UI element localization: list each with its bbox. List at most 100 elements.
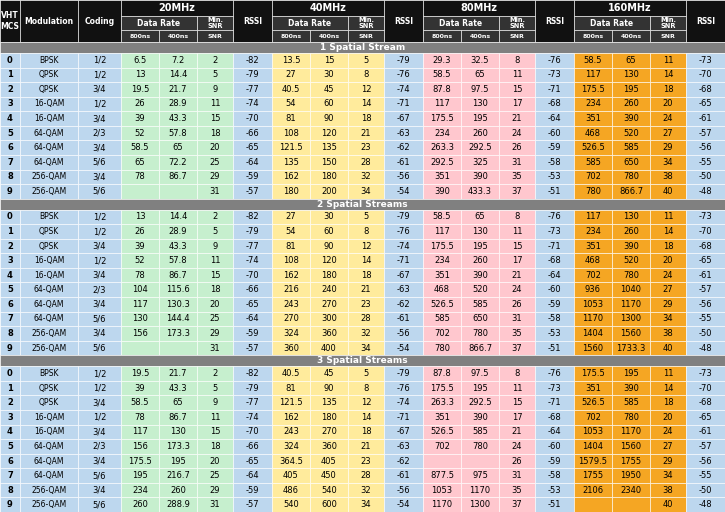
Bar	[121, 395, 159, 410]
Bar	[499, 326, 535, 341]
Text: 5: 5	[363, 369, 368, 378]
Text: 37: 37	[512, 344, 523, 353]
Bar	[159, 297, 197, 312]
Text: QPSK: QPSK	[39, 398, 59, 407]
Bar	[20, 169, 78, 184]
Text: 29: 29	[663, 143, 674, 152]
Text: 26: 26	[512, 143, 522, 152]
Text: 17: 17	[512, 99, 522, 109]
Text: 26: 26	[135, 99, 145, 109]
Text: -79: -79	[397, 212, 410, 222]
Bar	[121, 283, 159, 297]
Bar	[574, 395, 612, 410]
Text: 1053: 1053	[582, 300, 603, 309]
Text: 433.3: 433.3	[468, 187, 492, 196]
Bar	[348, 184, 384, 199]
Bar	[159, 268, 197, 283]
Text: 450: 450	[321, 471, 337, 480]
Text: -53: -53	[547, 329, 561, 338]
Text: Data Rate: Data Rate	[138, 18, 181, 28]
Text: -64: -64	[547, 271, 561, 280]
Text: 1404: 1404	[582, 442, 603, 451]
Bar	[233, 184, 272, 199]
Bar	[574, 155, 612, 169]
Text: 200: 200	[321, 187, 337, 196]
Bar	[197, 326, 233, 341]
Bar	[423, 239, 461, 253]
Bar	[78, 210, 121, 224]
Text: 216: 216	[283, 285, 299, 294]
Text: -66: -66	[246, 285, 260, 294]
Text: SNR: SNR	[207, 33, 223, 38]
Bar	[499, 210, 535, 224]
Bar	[197, 498, 233, 512]
Bar	[384, 326, 423, 341]
Text: 4: 4	[7, 428, 13, 436]
Text: 9: 9	[212, 85, 218, 94]
Text: 351: 351	[585, 383, 601, 393]
Text: 1170: 1170	[621, 300, 642, 309]
Text: 195: 195	[623, 85, 639, 94]
Text: 3/4: 3/4	[93, 114, 107, 123]
Text: 260: 260	[472, 129, 488, 138]
Text: 25: 25	[210, 314, 220, 324]
Bar	[348, 454, 384, 468]
Text: 29: 29	[663, 300, 674, 309]
Text: -68: -68	[699, 85, 713, 94]
Bar	[384, 239, 423, 253]
Text: -71: -71	[397, 99, 410, 109]
Text: 54: 54	[286, 227, 297, 236]
Bar	[535, 68, 574, 82]
Text: 78: 78	[135, 173, 146, 181]
Bar	[348, 253, 384, 268]
Bar	[348, 395, 384, 410]
Text: 121.5: 121.5	[279, 143, 303, 152]
Bar	[686, 155, 725, 169]
Bar	[159, 30, 197, 42]
Bar	[310, 498, 348, 512]
Bar	[0, 0, 20, 42]
Bar	[348, 53, 384, 68]
Bar	[78, 140, 121, 155]
Text: VHT
MCS: VHT MCS	[1, 11, 20, 31]
Bar	[384, 97, 423, 111]
Bar	[499, 312, 535, 326]
Text: 11: 11	[210, 413, 220, 422]
Bar	[612, 184, 650, 199]
Bar	[121, 483, 159, 498]
Bar	[233, 410, 272, 424]
Bar	[423, 16, 499, 30]
Bar	[20, 97, 78, 111]
Text: -74: -74	[397, 85, 410, 94]
Bar	[272, 184, 310, 199]
Bar	[197, 381, 233, 395]
Text: 585: 585	[434, 314, 450, 324]
Bar	[384, 224, 423, 239]
Bar	[423, 126, 461, 140]
Text: 1: 1	[7, 227, 13, 236]
Text: 3/4: 3/4	[93, 242, 107, 250]
Text: -70: -70	[246, 114, 260, 123]
Text: 7: 7	[7, 471, 13, 480]
Bar	[0, 68, 20, 82]
Text: 130.3: 130.3	[166, 300, 190, 309]
Text: -74: -74	[246, 256, 260, 265]
Text: 29: 29	[663, 457, 674, 465]
Text: 38: 38	[663, 486, 674, 495]
Bar	[348, 312, 384, 326]
Bar	[233, 483, 272, 498]
Text: -71: -71	[547, 398, 561, 407]
Text: 1/2: 1/2	[93, 369, 106, 378]
Bar	[535, 439, 574, 454]
Text: 80MHz: 80MHz	[460, 3, 497, 13]
Text: 5: 5	[212, 70, 218, 79]
Bar	[272, 111, 310, 126]
Text: -65: -65	[246, 143, 260, 152]
Bar	[650, 381, 686, 395]
Text: -68: -68	[547, 413, 561, 422]
Bar	[461, 439, 499, 454]
Bar	[612, 395, 650, 410]
Bar	[197, 366, 233, 381]
Text: 2: 2	[7, 85, 13, 94]
Text: 20: 20	[210, 457, 220, 465]
